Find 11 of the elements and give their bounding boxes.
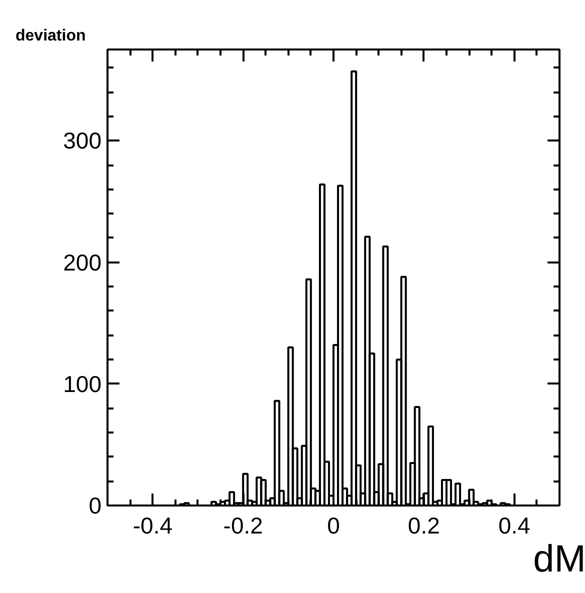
y-tick-label: 200 [63,249,102,276]
x-tick-label: 0.4 [498,512,530,538]
x-axis-title: dM [533,538,585,580]
x-tick-label: 0 [327,512,340,538]
x-tick-label: 0.2 [408,512,440,538]
y-tick-label: 300 [63,128,102,154]
y-tick-label: 0 [88,492,102,518]
x-tick-label: -0.4 [132,512,173,538]
x-tick-label: -0.2 [223,512,263,538]
chart-title: deviation [16,28,86,44]
y-tick-label: 100 [63,370,102,397]
